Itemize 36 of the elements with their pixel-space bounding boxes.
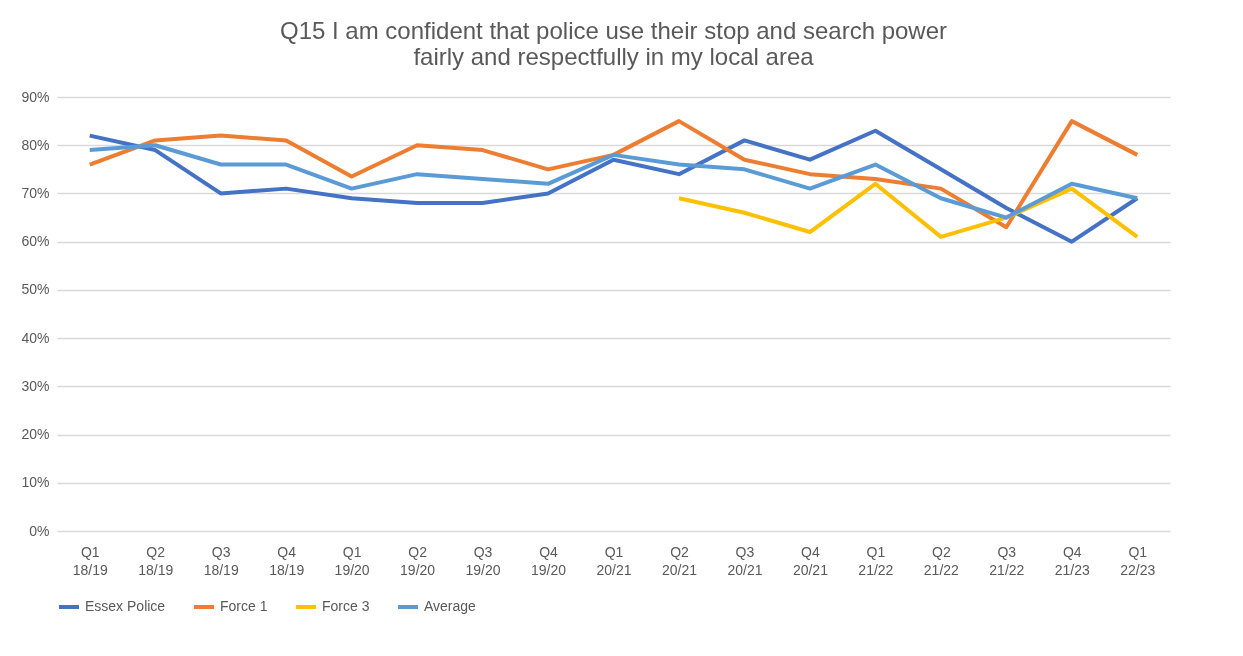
line-series xyxy=(87,119,1140,230)
y-tick-label: 50% xyxy=(21,281,50,298)
line-series xyxy=(676,181,1140,239)
y-tick-label: 60% xyxy=(21,233,50,250)
y-tick-label: 70% xyxy=(21,184,50,201)
x-tick-label: Q3 20/21 xyxy=(727,543,763,578)
x-tick-label: Q1 22/23 xyxy=(1120,543,1156,578)
legend-label: Average xyxy=(424,598,477,614)
x-tick-label: Q2 18/19 xyxy=(138,543,174,578)
legend-label: Force 3 xyxy=(322,598,370,614)
x-tick-label: Q4 20/21 xyxy=(792,543,829,578)
x-tick-label: Q1 20/21 xyxy=(596,543,632,578)
line-series xyxy=(87,128,1140,244)
x-tick-label: Q2 21/22 xyxy=(923,543,960,578)
x-tick-label: Q3 18/19 xyxy=(203,543,239,578)
x-tick-label: Q1 21/22 xyxy=(858,543,894,578)
chart-title: Q15 I am confident that police use their stop and search power fairly and respectfully in my local area xyxy=(279,17,948,70)
y-tick-label: 30% xyxy=(21,377,50,394)
y-tick-label: 80% xyxy=(21,136,50,153)
line-series xyxy=(87,143,1140,220)
x-tick-label: Q4 19/20 xyxy=(531,543,567,578)
legend-label: Force 1 xyxy=(220,598,268,614)
y-tick-label: 10% xyxy=(21,474,50,491)
x-tick-label: Q2 20/21 xyxy=(661,543,698,578)
x-tick-label: Q4 18/19 xyxy=(269,543,305,578)
x-tick-label: Q3 21/22 xyxy=(989,543,1025,578)
x-tick-label: Q1 19/20 xyxy=(334,543,370,578)
y-tick-label: 90% xyxy=(21,88,50,105)
y-tick-label: 0% xyxy=(29,522,50,539)
x-tick-label: Q3 19/20 xyxy=(465,543,501,578)
x-tick-label: Q4 21/23 xyxy=(1054,543,1091,578)
x-tick-label: Q2 19/20 xyxy=(400,543,436,578)
x-tick-label: Q1 18/19 xyxy=(72,543,108,578)
y-tick-label: 20% xyxy=(21,426,50,443)
y-tick-label: 40% xyxy=(21,329,50,346)
legend-label: Essex Police xyxy=(85,598,166,614)
